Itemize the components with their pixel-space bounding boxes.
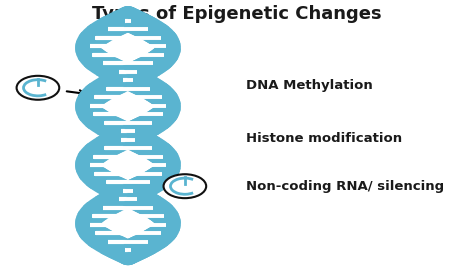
Circle shape xyxy=(17,76,59,100)
Circle shape xyxy=(164,174,206,198)
Text: DNA Methylation: DNA Methylation xyxy=(246,79,373,92)
Text: Types of Epigenetic Changes: Types of Epigenetic Changes xyxy=(92,5,382,23)
Text: Non-coding RNA/ silencing: Non-coding RNA/ silencing xyxy=(246,180,445,193)
Text: Histone modification: Histone modification xyxy=(246,132,402,145)
